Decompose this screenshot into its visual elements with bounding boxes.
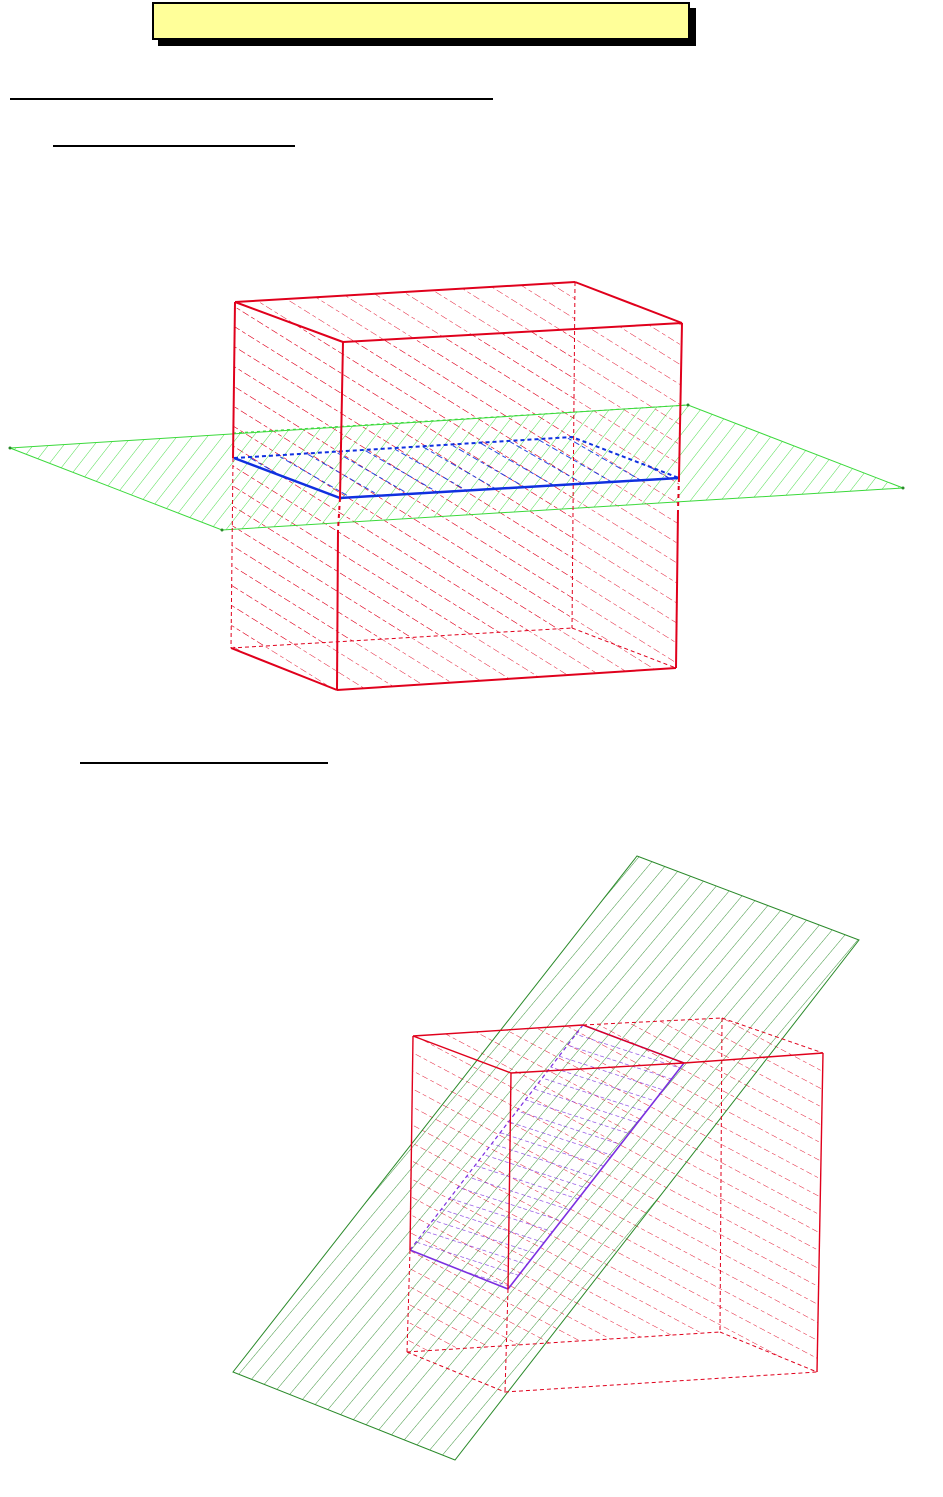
part-2-heading-underline [80,762,328,764]
figure-1-diagram [8,281,905,691]
prism-2-right-face [720,1018,823,1372]
section-heading-underline [10,98,493,100]
prism-1-visible-edges [230,281,683,691]
cross-section-2-hidden-edges [409,1024,584,1251]
figure-2-diagram [232,855,860,1461]
part-1-heading-underline [53,145,295,147]
plane-1-corner-points [8,403,905,532]
prism-1-plane-occluded-edges [337,477,680,531]
prism-1-hidden-edges [230,281,677,669]
cross-section-1 [234,437,679,498]
prism-2-hidden-edges [406,1017,824,1393]
cross-section-1-hidden-edges [233,435,680,479]
prism-2-visible-edges [409,1024,824,1373]
title-box [152,2,690,40]
cutting-plane-1-hidden-edge [232,404,689,434]
cross-section-2 [410,1025,684,1289]
